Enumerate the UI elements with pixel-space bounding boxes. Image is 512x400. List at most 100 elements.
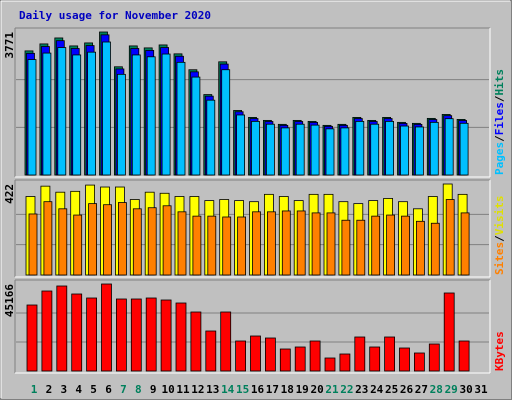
bar: [280, 127, 290, 176]
legend: KBytes: [493, 331, 506, 371]
bar: [160, 299, 172, 372]
bar: [356, 219, 366, 276]
bar: [117, 73, 126, 176]
bar: [131, 54, 141, 176]
x-tick-label: 9: [150, 383, 157, 396]
bar: [445, 199, 455, 276]
x-tick-label: 11: [176, 383, 190, 396]
bar: [428, 343, 440, 372]
bar: [190, 311, 202, 372]
bar: [279, 348, 291, 372]
bar: [130, 298, 142, 372]
legend: Pages/Files/Hits: [493, 69, 506, 175]
x-tick-label: 13: [206, 383, 219, 396]
x-tick-label: 21: [325, 383, 339, 396]
bar: [132, 208, 142, 276]
bar: [192, 215, 202, 276]
bar: [401, 215, 410, 276]
x-tick-label: 1: [31, 383, 38, 396]
bar: [311, 212, 321, 276]
bar: [28, 213, 38, 276]
bar: [326, 212, 336, 276]
bar: [386, 214, 396, 276]
bar: [221, 69, 231, 176]
bar: [399, 347, 410, 372]
x-tick-label: 18: [281, 383, 294, 396]
x-tick-label: 7: [120, 383, 127, 396]
bar: [56, 285, 68, 372]
bar: [146, 56, 156, 176]
bar: [161, 53, 171, 176]
bar: [87, 51, 96, 176]
x-tick-label: 8: [135, 383, 142, 396]
bar: [325, 128, 335, 176]
bar: [384, 336, 396, 372]
x-tick-label: 26: [400, 383, 414, 396]
bar: [222, 216, 232, 276]
bar: [205, 330, 217, 372]
bar: [73, 214, 83, 276]
x-tick-label: 5: [90, 383, 97, 396]
bar: [71, 293, 83, 372]
bar: [429, 121, 439, 176]
bar: [235, 340, 247, 372]
legend-separator: /: [493, 95, 506, 102]
bar: [264, 337, 276, 372]
legend-entry: Visits: [493, 196, 506, 236]
bar: [237, 216, 247, 276]
bar: [58, 208, 68, 276]
bar: [162, 205, 172, 276]
legend-separator: /: [493, 135, 506, 142]
bar: [43, 201, 53, 276]
x-tick-label: 27: [415, 383, 428, 396]
x-tick-label: 29: [445, 383, 458, 396]
bar: [294, 346, 306, 372]
x-tick-label: 22: [340, 383, 353, 396]
x-tick-label: 17: [266, 383, 279, 396]
bar: [281, 210, 291, 276]
bar: [118, 202, 127, 276]
bar: [101, 283, 112, 372]
bar: [236, 114, 246, 176]
x-tick-label: 6: [105, 383, 112, 396]
bar: [370, 123, 380, 176]
bar: [400, 125, 409, 176]
bar: [175, 302, 187, 372]
bar: [57, 47, 67, 176]
bar: [295, 123, 305, 176]
x-tick-label: 25: [385, 383, 398, 396]
y-tick-label: 422: [3, 184, 16, 204]
bar: [26, 304, 38, 372]
bar: [385, 121, 395, 176]
bar: [460, 212, 470, 276]
x-tick-label: 4: [75, 383, 82, 396]
bar: [147, 207, 157, 276]
legend-separator: /: [493, 235, 506, 242]
bar: [354, 336, 366, 372]
x-tick-label: 10: [161, 383, 174, 396]
bar: [371, 215, 381, 276]
legend-entry: KBytes: [493, 331, 506, 371]
bar: [220, 311, 232, 372]
bar: [265, 123, 275, 176]
x-tick-label: 16: [251, 383, 265, 396]
x-tick-label: 19: [296, 383, 309, 396]
bar: [250, 335, 261, 372]
x-tick-label: 31: [474, 383, 488, 396]
bar: [88, 203, 97, 276]
bar: [339, 353, 351, 372]
x-tick-label: 15: [236, 383, 249, 396]
legend-entry: Pages: [493, 142, 506, 175]
bar: [207, 215, 217, 276]
x-tick-label: 14: [221, 383, 235, 396]
bar: [176, 61, 186, 176]
bar: [191, 76, 201, 176]
bar: [116, 298, 127, 372]
x-tick-label: 24: [370, 383, 384, 396]
bar: [414, 126, 424, 176]
bar: [340, 127, 350, 176]
x-tick-label: 2: [46, 383, 53, 396]
bar: [251, 121, 260, 176]
bar: [42, 52, 52, 176]
